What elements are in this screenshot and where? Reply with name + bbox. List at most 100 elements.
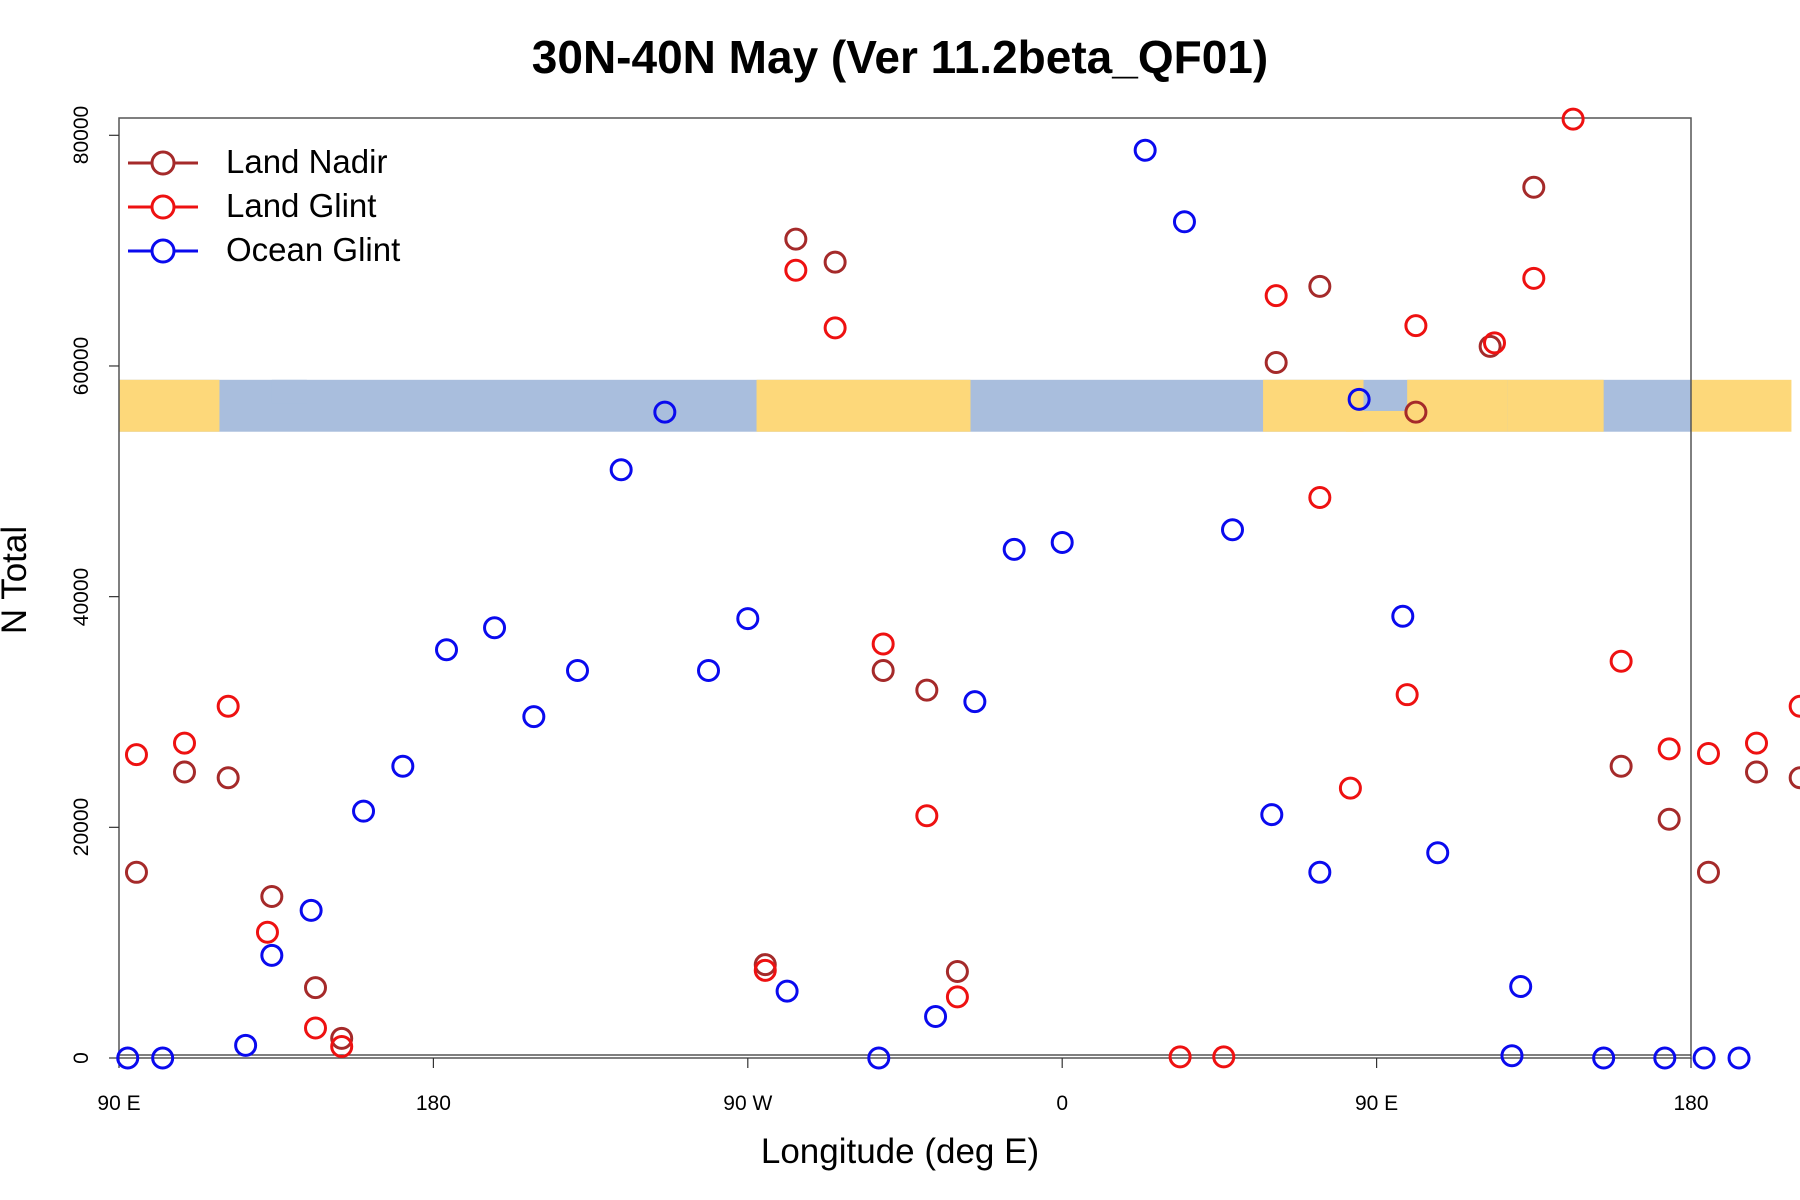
legend-marker-ocean-glint — [150, 238, 176, 264]
land-glint-point — [1609, 649, 1633, 673]
land-nadir-point — [823, 250, 847, 274]
legend-label-ocean-glint: Ocean Glint — [226, 231, 401, 268]
ocean-glint-point — [391, 754, 415, 778]
land-nadir-point — [1404, 400, 1428, 424]
ocean-glint-point — [1002, 537, 1026, 561]
land-nadir-point — [304, 976, 327, 1000]
map-ocean — [271, 379, 307, 404]
ocean-glint-point — [1260, 803, 1284, 827]
land-glint-point — [871, 632, 895, 656]
axis-ticks — [109, 134, 1692, 1068]
land-glint-point — [216, 694, 240, 718]
land-nadir-point — [1657, 807, 1681, 831]
ocean-glint-point — [352, 799, 376, 823]
ocean-glint-point — [963, 690, 987, 714]
world-map-strip — [119, 379, 1792, 432]
map-land — [119, 379, 220, 432]
chart-title: 30N-40N May (Ver 11.2beta_QF01) — [531, 31, 1269, 83]
land-glint-point — [784, 258, 808, 282]
land-glint-point — [255, 920, 279, 944]
ocean-glint-point — [1391, 604, 1415, 628]
land-glint-point — [1264, 284, 1288, 308]
legend-marker-land-glint — [150, 194, 176, 220]
y-tick-label: 80000 — [70, 106, 93, 165]
ocean-glint-point — [775, 979, 799, 1003]
land-nadir-point — [915, 678, 939, 702]
y-tick-label: 20000 — [70, 798, 93, 857]
x-tick-label: 0 — [1056, 1092, 1069, 1115]
land-nadir-point — [1696, 860, 1720, 884]
ocean-glint-point — [1727, 1046, 1751, 1070]
ocean-glint-point — [653, 400, 677, 424]
land-nadir-point — [173, 760, 196, 784]
ocean-glint-point — [924, 1004, 948, 1028]
land-glint-point — [1561, 107, 1585, 131]
land-glint-point — [1696, 742, 1720, 766]
land-glint-point — [304, 1016, 327, 1040]
land-glint-point — [173, 731, 196, 755]
land-glint-point — [330, 1034, 354, 1058]
ocean-glint-point — [1172, 210, 1196, 234]
land-nadir-point — [871, 658, 895, 682]
land-glint-point — [1522, 266, 1546, 290]
legend-label-land-glint: Land Glint — [226, 187, 377, 224]
x-tick-label: 90 E — [97, 1092, 141, 1115]
land-glint-point — [753, 958, 777, 982]
y-axis-label: N Total — [0, 525, 34, 634]
land-glint-point — [1404, 314, 1428, 338]
land-nadir-point — [945, 959, 969, 983]
ocean-glint-point — [1221, 518, 1244, 542]
land-glint-point — [1168, 1045, 1192, 1069]
land-glint-point — [1338, 776, 1362, 800]
ocean-glint-point — [697, 658, 720, 682]
ocean-glint-point — [151, 1046, 175, 1070]
land-nadir-point — [1609, 754, 1633, 778]
ocean-glint-point — [1500, 1044, 1524, 1068]
x-tick-label: 180 — [415, 1092, 451, 1115]
land-glint-point — [1657, 737, 1681, 761]
ocean-glint-point — [1509, 974, 1533, 998]
ocean-glint-point — [867, 1046, 891, 1070]
land-glint-point — [1395, 683, 1419, 707]
x-axis-label: Longitude (deg E) — [760, 1132, 1040, 1171]
x-tick-label: 90 E — [1354, 1092, 1399, 1115]
x-tick-label: 90 W — [723, 1092, 773, 1115]
land-nadir-point — [784, 227, 808, 251]
ocean-glint-point — [1308, 860, 1332, 884]
ocean-glint-point — [736, 607, 760, 631]
ocean-glint-point — [1692, 1046, 1716, 1070]
map-land — [1507, 379, 1604, 432]
y-tick-label: 0 — [70, 1052, 93, 1064]
land-nadir-point — [124, 860, 148, 884]
ocean-glint-point — [1050, 530, 1074, 554]
land-nadir-point — [216, 766, 240, 790]
y-tick-label: 60000 — [70, 336, 93, 396]
ocean-glint-point — [1347, 387, 1371, 411]
land-nadir-point — [330, 1026, 354, 1050]
land-glint-point — [915, 804, 939, 828]
plot-frame — [118, 117, 1692, 1059]
land-nadir-point — [1264, 351, 1288, 375]
land-glint-point — [1212, 1045, 1236, 1069]
legend-label-land-nadir: Land Nadir — [226, 143, 388, 180]
ocean-glint-point — [1592, 1046, 1616, 1070]
x-tick-label: 180 — [1673, 1092, 1709, 1115]
ocean-glint-point — [1653, 1046, 1677, 1070]
ocean-glint-point — [234, 1033, 258, 1057]
legend-marker-land-nadir — [150, 150, 176, 176]
ocean-glint-point — [116, 1046, 140, 1070]
data-points — [116, 107, 1800, 1070]
land-nadir-point — [260, 885, 284, 909]
land-nadir-point — [1788, 766, 1800, 790]
land-glint-point — [1308, 485, 1332, 509]
legend — [128, 150, 198, 264]
ocean-glint-point — [1133, 138, 1157, 162]
ocean-glint-point — [609, 458, 633, 482]
ocean-glint-point — [1426, 841, 1450, 865]
ocean-glint-point — [260, 943, 284, 967]
land-glint-point — [823, 316, 847, 340]
land-nadir-point — [1308, 274, 1332, 298]
land-nadir-point — [1745, 760, 1768, 784]
ocean-glint-point — [566, 658, 589, 682]
